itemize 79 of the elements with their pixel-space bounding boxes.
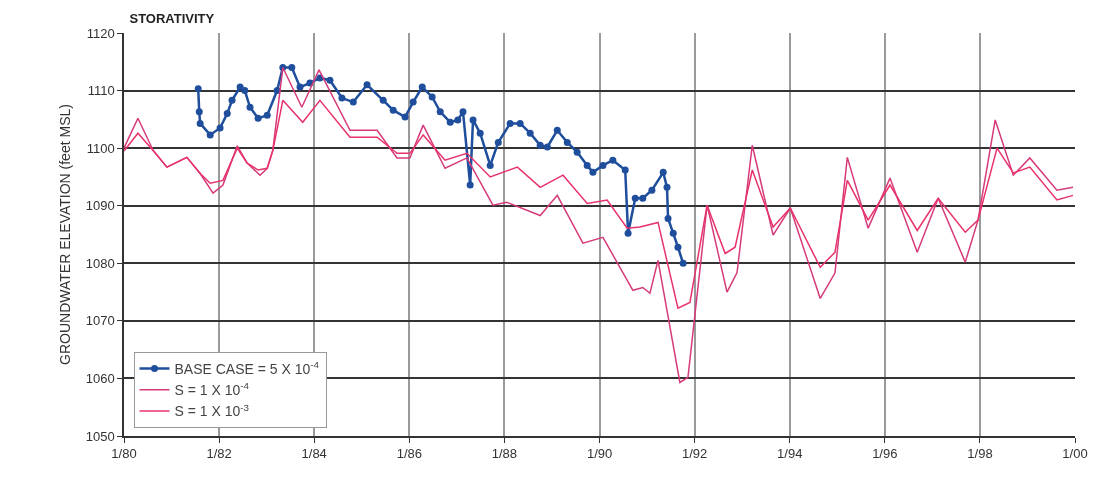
point <box>476 129 484 137</box>
point <box>609 156 617 164</box>
point <box>196 119 204 127</box>
x-tick-label: 1/98 <box>967 446 993 462</box>
point <box>228 96 236 104</box>
point <box>409 98 417 106</box>
point <box>674 243 682 251</box>
point <box>288 64 296 72</box>
point <box>639 194 647 202</box>
y-tick-label: 1120 <box>86 25 115 41</box>
point <box>486 161 494 169</box>
point <box>589 168 597 176</box>
point <box>296 83 304 91</box>
point <box>223 110 231 118</box>
point <box>379 96 387 104</box>
point <box>624 229 632 237</box>
point <box>206 131 214 139</box>
point <box>648 186 656 194</box>
y-tick-label: 1050 <box>85 428 115 444</box>
y-tick-label: 1100 <box>86 140 115 156</box>
x-tick-label: 1/84 <box>301 446 327 462</box>
legend-label: BASE CASE = 5 X 10$^{-4}$ <box>174 359 320 377</box>
point <box>241 87 249 95</box>
point <box>216 124 224 132</box>
y-tick-label: 1080 <box>85 255 115 271</box>
point <box>466 181 474 189</box>
point <box>506 119 514 127</box>
point <box>664 214 672 222</box>
x-tick-label: 1/96 <box>872 446 898 462</box>
x-tick-label: 1/86 <box>396 446 423 462</box>
point <box>363 81 371 89</box>
point <box>454 116 462 124</box>
legend-label: S = 1 X 10$^{-4}$ <box>174 380 250 399</box>
point <box>663 183 671 191</box>
point <box>469 116 477 124</box>
y-tick-label: 1090 <box>85 198 115 214</box>
point <box>436 108 444 116</box>
point <box>459 108 467 116</box>
x-tick-label: 1/00 <box>1062 446 1088 462</box>
point <box>194 85 202 93</box>
point <box>389 106 397 114</box>
point <box>631 194 639 202</box>
point <box>254 114 262 122</box>
point <box>669 229 677 237</box>
x-tick-label: 1/92 <box>681 446 708 462</box>
point <box>195 108 203 116</box>
point <box>338 94 346 102</box>
point <box>553 126 561 134</box>
point <box>401 113 409 121</box>
point <box>246 103 254 111</box>
point <box>543 143 551 151</box>
x-tick-label: 1/90 <box>586 446 613 462</box>
point <box>573 148 581 156</box>
point <box>516 119 524 127</box>
y-tick-label: 1070 <box>85 313 115 329</box>
point <box>428 93 436 101</box>
point <box>563 138 571 146</box>
x-tick-label: 1/82 <box>206 446 232 462</box>
point <box>326 76 334 84</box>
legend-label: S = 1 X 10$^{-3}$ <box>174 401 250 420</box>
point <box>446 118 454 126</box>
point <box>621 166 629 174</box>
point <box>599 161 607 169</box>
point <box>526 129 534 137</box>
y-axis-title: GROUNDWATER ELEVATION (feet MSL) <box>56 104 73 365</box>
point <box>494 138 502 146</box>
point <box>536 141 544 149</box>
point <box>679 259 687 267</box>
point <box>263 111 271 119</box>
x-tick-label: 1/94 <box>777 446 803 462</box>
x-tick-label: 1/80 <box>111 446 137 462</box>
x-tick-label: 1/88 <box>491 446 518 462</box>
point <box>349 98 357 106</box>
point <box>418 83 426 91</box>
point <box>583 161 591 169</box>
y-tick-label: 1060 <box>85 370 115 386</box>
point <box>659 168 667 176</box>
y-tick-label: 1110 <box>87 83 115 99</box>
chart-title: STORATIVITY <box>129 10 215 26</box>
